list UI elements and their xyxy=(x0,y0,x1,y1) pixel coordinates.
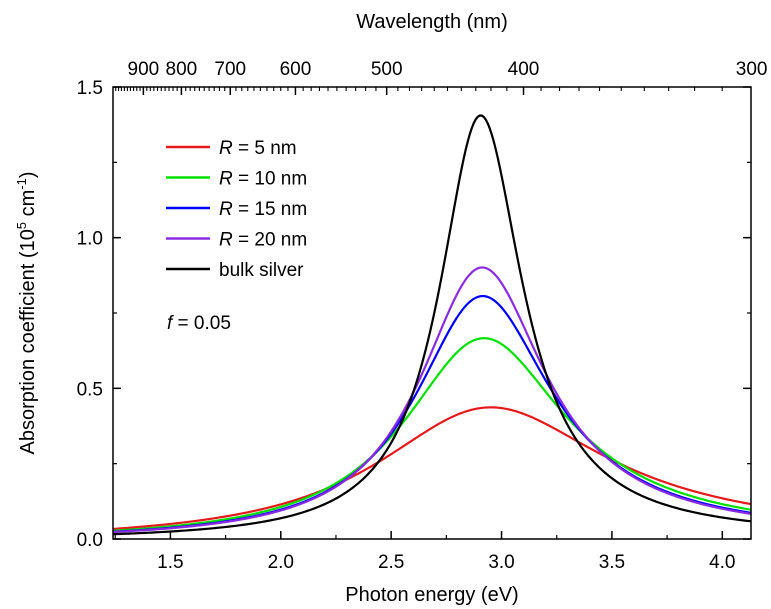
top-tick-label: 500 xyxy=(371,59,403,80)
legend-label-text: = 5 nm xyxy=(233,138,297,159)
y-tick-label: 1.5 xyxy=(77,78,103,99)
series-line-5 xyxy=(112,114,752,536)
legend-label: bulk silver xyxy=(219,260,304,281)
annotation-italic: f xyxy=(167,313,174,334)
y-tick-label: 1.0 xyxy=(77,229,103,250)
y-axis-title-mid: cm xyxy=(17,190,39,222)
legend: R = 5 nmR = 10 nmR = 15 nmR = 20 nmbulk … xyxy=(166,138,307,281)
legend-label: R = 10 nm xyxy=(219,169,307,190)
legend-label-text: = 20 nm xyxy=(233,230,307,251)
top-tick-label: 800 xyxy=(166,59,198,80)
y-axis-title-sup2: -1 xyxy=(14,178,29,190)
legend-label-text: = 15 nm xyxy=(233,199,307,220)
x-tick-label: 2.0 xyxy=(268,552,294,573)
x-tick-label: 3.0 xyxy=(488,552,514,573)
y-tick-label: 0.5 xyxy=(77,379,103,400)
series-line-2 xyxy=(112,337,752,532)
y-axis-title-sup1: 5 xyxy=(14,222,29,229)
y-tick-label: 0.0 xyxy=(77,530,103,551)
annotation-text: = 0.05 xyxy=(172,313,231,334)
x-axis-title: Photon energy (eV) xyxy=(345,584,518,606)
top-axis-ticks: 900 800 700 600 500 400 300 xyxy=(115,59,768,95)
top-tick-label: 300 xyxy=(736,59,768,80)
top-axis-title: Wavelength (nm) xyxy=(356,11,508,33)
series-line-4 xyxy=(112,266,752,534)
legend-label-italic: R xyxy=(219,199,233,220)
bottom-axis-ticks: 1.5 2.0 2.5 3.0 3.5 4.0 xyxy=(114,531,736,573)
series-line-1 xyxy=(112,406,752,531)
right-axis-ticks xyxy=(743,86,751,540)
left-axis-ticks: 0.0 0.5 1.0 1.5 xyxy=(77,78,121,551)
x-tick-label: 4.0 xyxy=(709,552,735,573)
y-axis-title-main: Absorption coefficient (10 xyxy=(17,229,39,454)
plot-curves xyxy=(112,114,752,536)
legend-label-text: bulk silver xyxy=(219,260,304,281)
y-axis-title-end: ) xyxy=(17,171,39,178)
legend-label-text: = 10 nm xyxy=(233,169,307,190)
top-tick-label: 900 xyxy=(128,59,160,80)
legend-label-italic: R xyxy=(219,138,233,159)
legend-label-italic: R xyxy=(219,230,233,251)
x-tick-label: 2.5 xyxy=(378,552,404,573)
legend-label: R = 5 nm xyxy=(219,138,297,159)
top-tick-label: 700 xyxy=(214,59,246,80)
top-tick-label: 400 xyxy=(508,59,540,80)
y-axis-title: Absorption coefficient (105 cm-1) xyxy=(14,171,39,454)
volume-fraction-annotation: f = 0.05 xyxy=(167,313,231,334)
legend-label: R = 20 nm xyxy=(219,230,307,251)
legend-label: R = 15 nm xyxy=(219,199,307,220)
legend-label-italic: R xyxy=(219,169,233,190)
x-tick-label: 3.5 xyxy=(599,552,625,573)
top-tick-label: 600 xyxy=(280,59,312,80)
x-tick-label: 1.5 xyxy=(157,552,183,573)
